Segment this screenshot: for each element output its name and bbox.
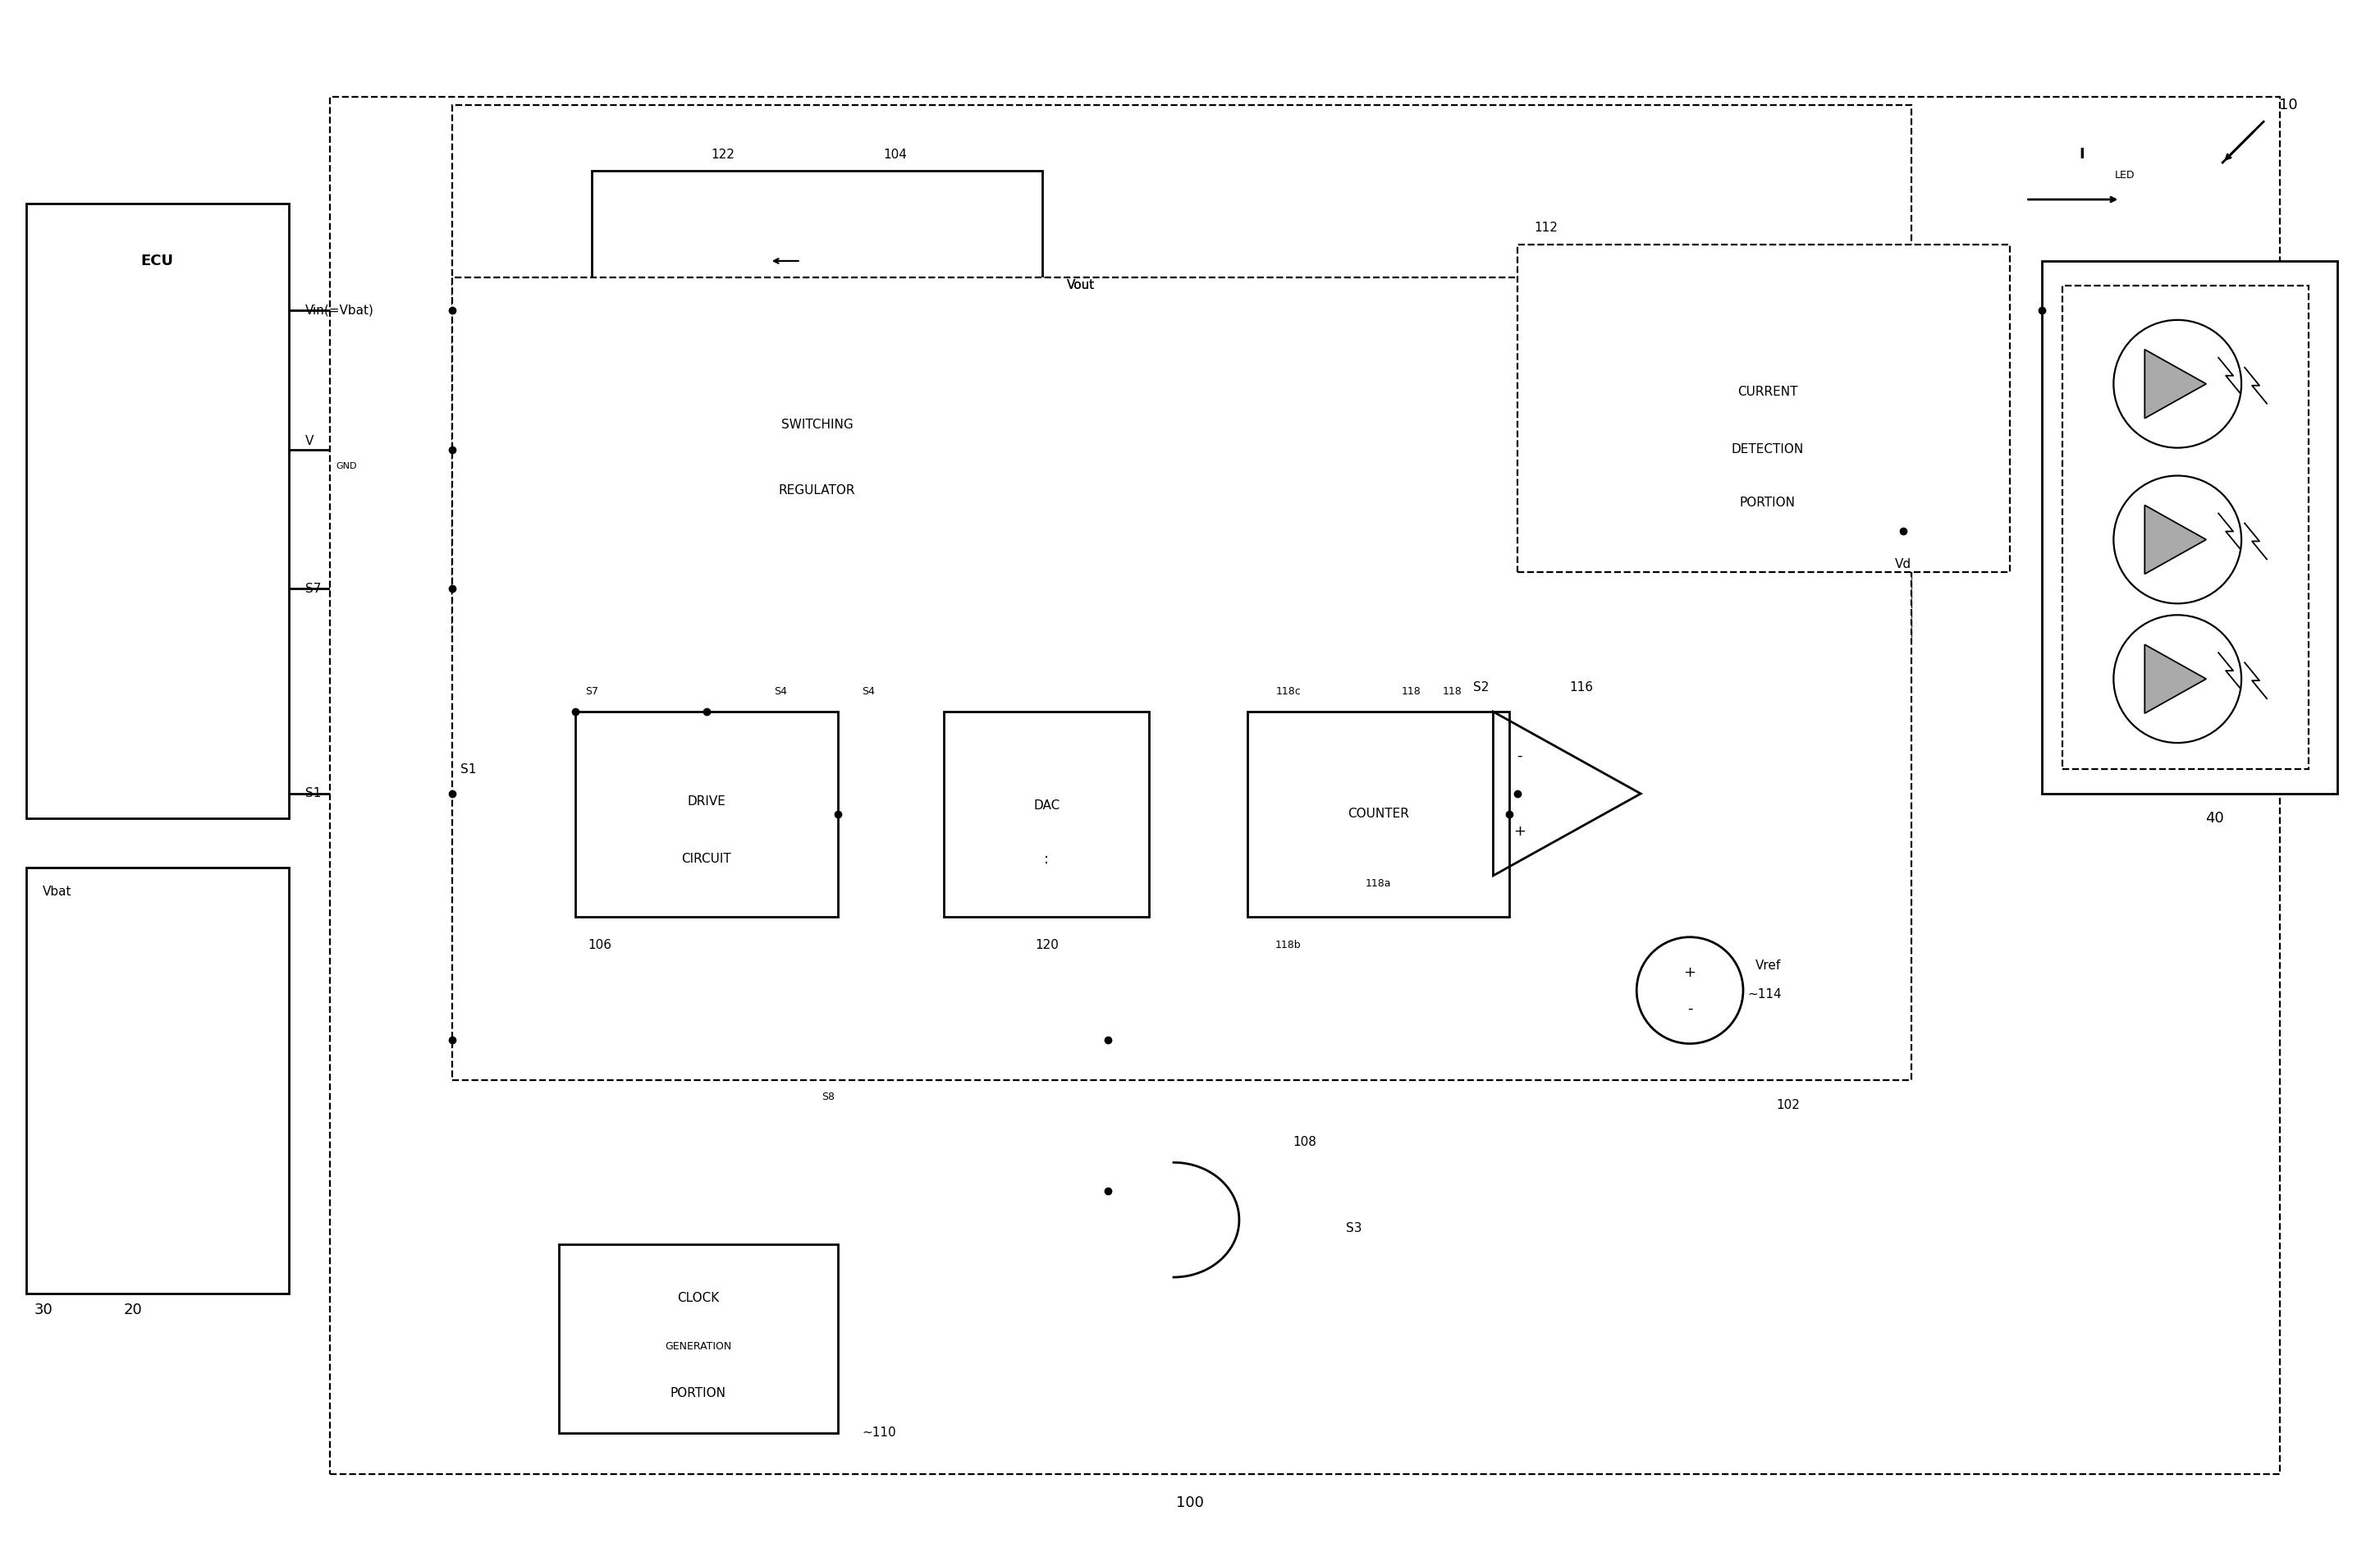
Bar	[328, 97, 2280, 1474]
Text: DRIVE: DRIVE	[688, 796, 726, 808]
Text: 118b: 118b	[1276, 940, 1302, 951]
Text: +: +	[1514, 824, 1526, 839]
Text: ~110: ~110	[862, 1426, 897, 1439]
Text: S4: S4	[774, 687, 788, 696]
Text: ECU: ECU	[140, 254, 174, 268]
Text: 30: 30	[36, 1303, 52, 1317]
Text: -: -	[1687, 1001, 1692, 1015]
Bar	[1583, 285, 1952, 531]
Text: 118a: 118a	[1366, 878, 1392, 889]
Text: S7: S7	[305, 582, 321, 595]
Text: Vbat: Vbat	[43, 886, 71, 898]
Text: I: I	[2080, 146, 2085, 162]
Bar	[452, 277, 1911, 1081]
Text: Vout: Vout	[1066, 279, 1095, 291]
Text: PORTION: PORTION	[1740, 497, 1795, 509]
Bar	[945, 712, 1150, 917]
Text: 106: 106	[588, 939, 612, 951]
Text: 40: 40	[2204, 811, 2223, 825]
Text: S2: S2	[1473, 680, 1490, 693]
Text: ~114: ~114	[1747, 989, 1780, 1001]
Text: 116: 116	[1571, 680, 1595, 693]
Text: S8: S8	[821, 1091, 835, 1102]
Bar	[2063, 285, 2309, 769]
Bar	[452, 106, 1911, 638]
Text: :: :	[1045, 852, 1050, 867]
Text: 118: 118	[1402, 687, 1421, 696]
Text: SWITCHING: SWITCHING	[781, 419, 852, 431]
Text: 108: 108	[1292, 1135, 1316, 1148]
Text: 100: 100	[1176, 1495, 1204, 1510]
Text: Vin(=Vbat): Vin(=Vbat)	[305, 304, 374, 316]
Bar	[593, 171, 1042, 564]
Text: Vd: Vd	[1894, 557, 1911, 570]
Text: CURRENT: CURRENT	[1737, 386, 1797, 399]
Text: V: V	[305, 434, 314, 447]
Bar	[1518, 244, 2009, 573]
Text: REGULATOR: REGULATOR	[778, 484, 854, 497]
Text: GND: GND	[336, 462, 357, 470]
Text: COUNTER: COUNTER	[1347, 808, 1409, 821]
Text: 122: 122	[712, 148, 735, 160]
Text: 10: 10	[2278, 98, 2297, 112]
Text: Vout: Vout	[1066, 279, 1095, 291]
Bar	[26, 867, 288, 1294]
Text: CLOCK: CLOCK	[678, 1292, 719, 1303]
Bar	[576, 712, 838, 917]
Text: DETECTION: DETECTION	[1733, 444, 1804, 456]
Polygon shape	[2144, 349, 2206, 419]
Text: -: -	[1516, 749, 1523, 763]
Text: CIRCUIT: CIRCUIT	[681, 853, 731, 866]
Text: 118: 118	[1442, 687, 1461, 696]
Text: +: +	[1683, 965, 1697, 979]
Text: 104: 104	[883, 148, 907, 160]
Bar	[2042, 262, 2337, 794]
Text: 120: 120	[1035, 939, 1059, 951]
Text: Vref: Vref	[1756, 959, 1780, 972]
Text: GENERATION: GENERATION	[664, 1342, 731, 1351]
Text: 20: 20	[124, 1303, 143, 1317]
Text: DAC: DAC	[1033, 800, 1059, 813]
Text: S4: S4	[862, 687, 876, 696]
Bar	[26, 204, 288, 819]
Polygon shape	[2144, 504, 2206, 575]
Text: 102: 102	[1775, 1099, 1799, 1112]
Bar	[1247, 712, 1509, 917]
Text: S3: S3	[1347, 1222, 1361, 1235]
Text: LED: LED	[2113, 170, 2135, 181]
Text: S1: S1	[462, 763, 476, 775]
Polygon shape	[2144, 645, 2206, 713]
Text: S1: S1	[305, 788, 321, 800]
Bar	[559, 1244, 838, 1432]
Text: PORTION: PORTION	[671, 1387, 726, 1400]
Text: 118c: 118c	[1276, 687, 1302, 696]
Text: S7: S7	[585, 687, 597, 696]
Text: 112: 112	[1535, 223, 1559, 234]
